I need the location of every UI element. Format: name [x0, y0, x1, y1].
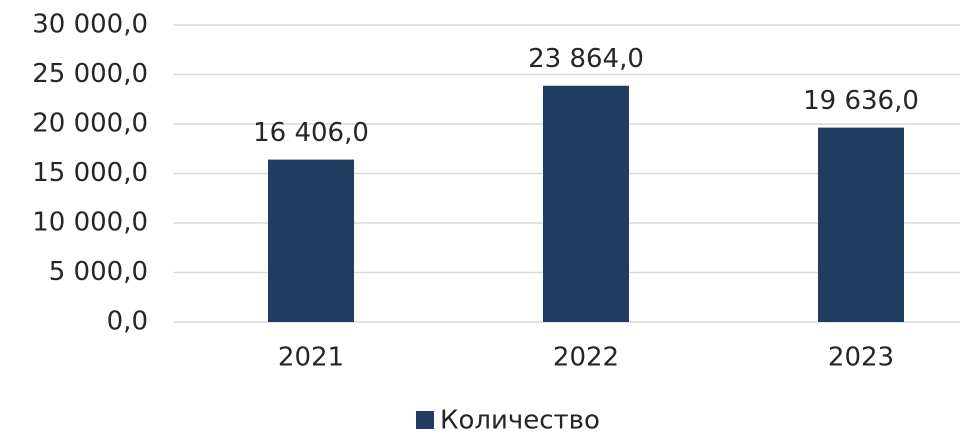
- y-tick-label: 10 000,0: [32, 208, 148, 238]
- y-tick-label: 20 000,0: [32, 109, 148, 139]
- y-tick-label: 15 000,0: [32, 158, 148, 188]
- value-label: 16 406,0: [253, 118, 369, 148]
- y-tick-label: 0,0: [107, 307, 148, 337]
- bar: [543, 85, 629, 322]
- x-tick-label: 2022: [553, 343, 619, 373]
- legend-label: Количество: [440, 406, 600, 436]
- y-tick-label: 25 000,0: [32, 59, 148, 89]
- value-label: 19 636,0: [803, 86, 919, 116]
- y-tick-label: 30 000,0: [32, 10, 148, 40]
- legend-swatch: [416, 411, 434, 429]
- bar: [818, 127, 904, 322]
- x-tick-label: 2021: [278, 343, 344, 373]
- bar: [268, 159, 354, 322]
- y-tick-label: 5 000,0: [49, 257, 148, 287]
- x-tick-label: 2023: [828, 343, 894, 373]
- value-label: 23 864,0: [528, 44, 644, 74]
